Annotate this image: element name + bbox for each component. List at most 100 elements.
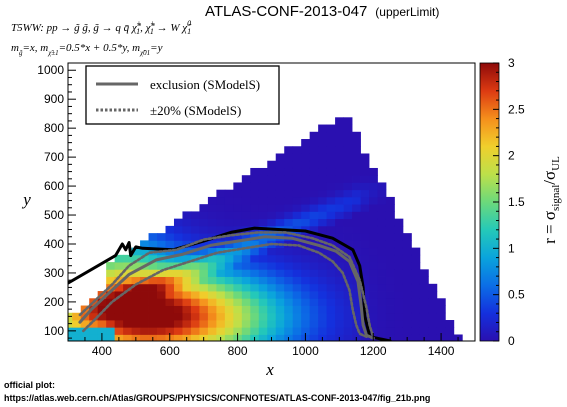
heatmap-cell <box>301 327 311 335</box>
heatmap-cell <box>326 153 336 162</box>
y-tick-label: 1000 <box>37 63 64 77</box>
heatmap-cell <box>131 327 141 335</box>
heatmap-cell <box>131 305 141 314</box>
heatmap-cell <box>250 298 260 306</box>
heatmap-cell <box>275 262 285 270</box>
heatmap-cell <box>292 233 302 241</box>
heatmap-cell <box>123 291 132 299</box>
heatmap-cell <box>259 342 268 350</box>
heatmap-cell <box>106 291 116 299</box>
heatmap-cell <box>301 312 311 321</box>
heatmap-cell <box>199 204 209 212</box>
heatmap-cell <box>360 225 370 234</box>
heatmap-cell <box>284 182 294 191</box>
heatmap-cell <box>157 283 166 292</box>
heatmap-cell <box>369 283 378 292</box>
heatmap-cell <box>106 305 116 314</box>
heatmap-cell <box>97 312 107 321</box>
heatmap-cell <box>233 327 243 335</box>
heatmap-cell <box>326 204 336 212</box>
colorbar <box>480 63 499 341</box>
heatmap-cell <box>377 276 387 285</box>
heatmap-cell <box>157 312 166 321</box>
heatmap-cell <box>385 196 395 205</box>
heatmap-cell <box>250 291 260 299</box>
heatmap-cell <box>131 312 141 321</box>
heatmap-cell <box>326 175 336 183</box>
heatmap-cell <box>216 211 226 220</box>
heatmap-cell <box>385 305 395 314</box>
heatmap-cell <box>123 283 132 292</box>
heatmap-cell <box>394 262 404 270</box>
heatmap-cell <box>385 269 395 277</box>
heatmap-cell <box>199 211 209 220</box>
heatmap-cell <box>292 276 302 285</box>
heatmap-cell <box>360 320 370 328</box>
heatmap-cell <box>318 189 328 198</box>
heatmap-cell <box>352 233 361 241</box>
heatmap-cell <box>335 117 344 125</box>
heatmap-cell <box>301 269 311 277</box>
heatmap-cell <box>343 291 353 299</box>
process-pm-2: ± <box>150 19 155 28</box>
heatmap-cell <box>165 305 175 314</box>
heatmap-cell <box>402 240 412 249</box>
heatmap-cell <box>369 218 378 227</box>
heatmap-cell <box>292 175 302 183</box>
heatmap-cell <box>199 327 209 335</box>
heatmap-cell <box>190 262 200 270</box>
heatmap-cell <box>352 175 361 183</box>
heatmap-cell <box>301 139 311 147</box>
heatmap-cell <box>182 225 192 234</box>
heatmap-cell <box>216 276 226 285</box>
heatmap-cell <box>335 269 344 277</box>
heatmap-cell <box>360 211 370 220</box>
heatmap-cell <box>207 312 217 321</box>
heatmap-cell <box>292 160 302 169</box>
heatmap-cell <box>301 196 311 205</box>
heatmap-cell <box>207 320 217 328</box>
heatmap-cell <box>267 276 277 285</box>
heatmap-cell <box>343 160 353 169</box>
heatmap-cell <box>436 327 446 335</box>
heatmap-cell <box>352 167 361 176</box>
heatmap-cell <box>360 283 370 292</box>
heatmap-cell <box>284 291 294 299</box>
heatmap-cell <box>199 312 209 321</box>
y-tick-label: 400 <box>44 237 64 251</box>
heatmap-cell <box>258 283 268 292</box>
heatmap-cell <box>284 167 294 176</box>
heatmap-cell <box>326 269 336 277</box>
heatmap-cell <box>97 327 107 335</box>
heatmap-cell <box>224 254 234 263</box>
heatmap-cell <box>250 327 260 335</box>
heatmap-cell <box>411 298 421 306</box>
heatmap-cell <box>343 167 353 176</box>
heatmap-cell <box>275 320 285 328</box>
heatmap-cell <box>385 240 395 249</box>
heatmap-cell <box>275 305 285 314</box>
heatmap-cell <box>352 305 361 314</box>
heatmap-cell <box>182 291 192 299</box>
heatmap-cell <box>157 240 166 249</box>
heatmap-cell <box>250 342 259 350</box>
heatmap-cell <box>241 218 251 227</box>
heatmap-cell <box>377 298 387 306</box>
heatmap-cell <box>335 247 344 256</box>
heatmap-cell <box>165 312 175 321</box>
heatmap-cell <box>241 334 251 341</box>
process-description: T5WW: pp → g̃ g̃, g̃ → q q̄ χ̃± 1, χ̃± 1 →… <box>11 19 192 36</box>
heatmap-cell <box>233 196 243 205</box>
heatmap-cell <box>190 320 200 328</box>
heatmap-cell <box>224 196 234 205</box>
heatmap-cell <box>140 298 149 306</box>
heatmap-cell <box>241 269 251 277</box>
heatmap-cell <box>369 276 378 285</box>
heatmap-cell <box>343 204 353 212</box>
heatmap-cell <box>275 196 285 205</box>
heatmap-cell <box>309 196 319 205</box>
footer-url[interactable]: https://atlas.web.cern.ch/Atlas/GROUPS/P… <box>4 393 431 403</box>
heatmap-cell <box>402 233 412 241</box>
heatmap-cell <box>165 320 175 328</box>
heatmap-cell <box>377 262 387 270</box>
